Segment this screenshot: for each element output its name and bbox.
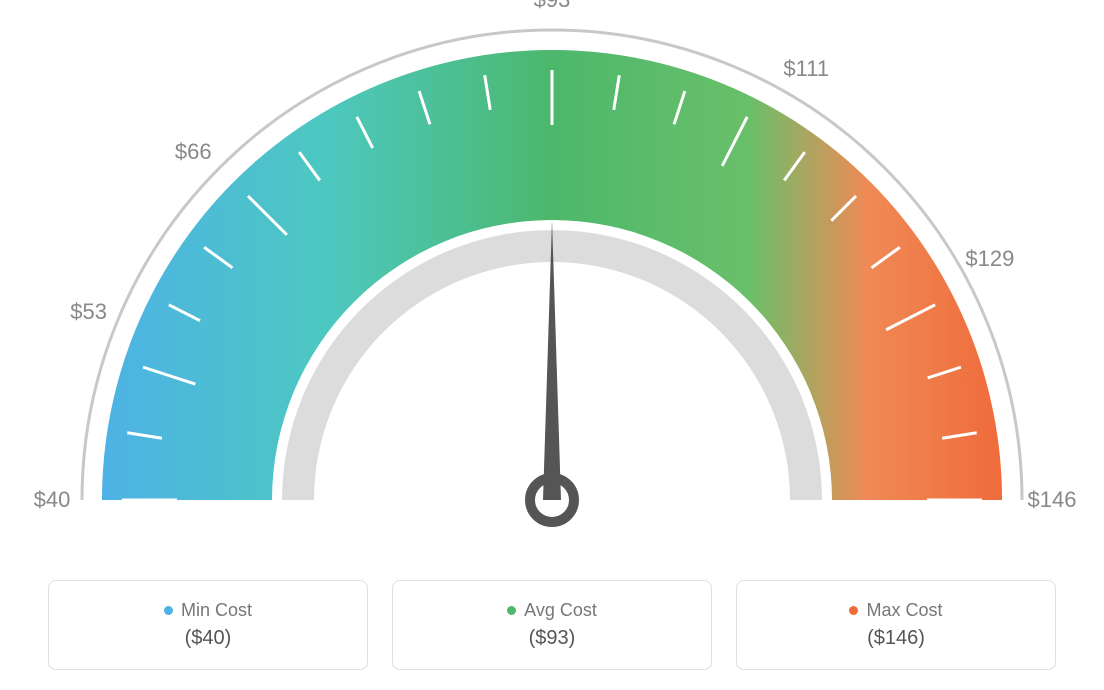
legend-min-cost: Min Cost ($40): [48, 580, 368, 670]
dot-icon: [849, 606, 858, 615]
cost-gauge-container: $40 $53 $66 $93 $111 $129 $146 Min Cost ($40) …: [0, 0, 1104, 690]
legend-label: Min Cost: [181, 600, 252, 621]
dot-icon: [507, 606, 516, 615]
legend-avg-cost: Avg Cost ($93): [392, 580, 712, 670]
gauge-tick-label: $93: [534, 0, 571, 13]
gauge-tick-label: $40: [34, 487, 71, 513]
legend-value: ($40): [185, 627, 232, 650]
legend-value: ($146): [867, 627, 925, 650]
legend-value: ($93): [529, 627, 576, 650]
dot-icon: [164, 606, 173, 615]
gauge-tick-label: $111: [783, 56, 829, 82]
gauge-tick-label: $129: [965, 246, 1014, 272]
gauge-tick-label: $146: [1028, 487, 1077, 513]
gauge-tick-label: $66: [175, 139, 212, 165]
gauge-chart: $40 $53 $66 $93 $111 $129 $146: [0, 0, 1104, 570]
legend-label: Max Cost: [866, 600, 942, 621]
gauge-tick-label: $53: [70, 299, 107, 325]
legend-label: Avg Cost: [524, 600, 597, 621]
legend: Min Cost ($40) Avg Cost ($93) Max Cost (…: [0, 580, 1104, 670]
legend-max-cost: Max Cost ($146): [736, 580, 1056, 670]
